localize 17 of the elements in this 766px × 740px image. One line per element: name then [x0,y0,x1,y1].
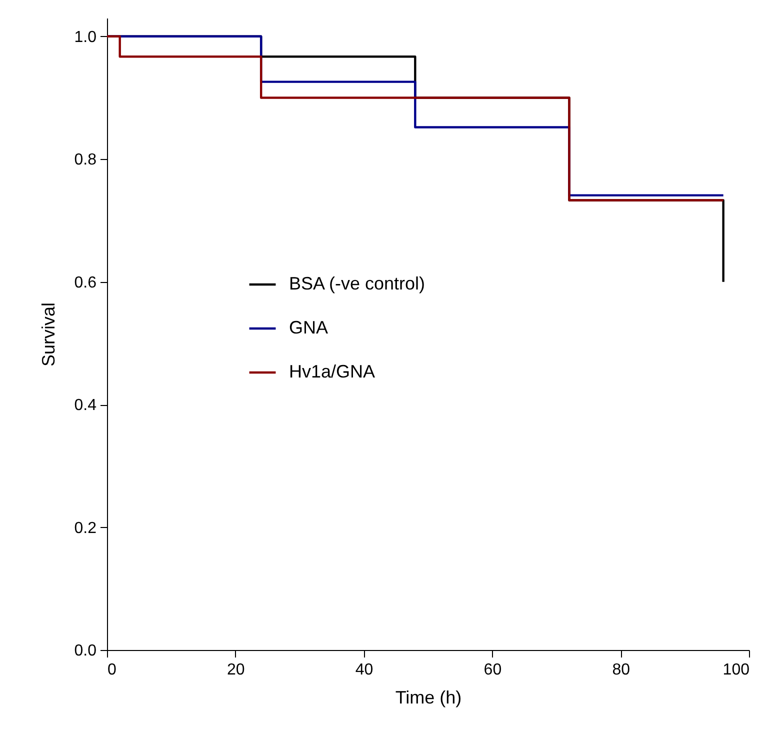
y-tick-label: 0.6 [74,274,97,292]
x-tick-label: 20 [227,662,245,678]
y-tick-label: 0.4 [74,397,97,414]
y-tick-label: 0.2 [74,520,97,537]
y-tick-label: 0.0 [74,642,97,660]
x-tick-label: 60 [484,662,502,678]
legend-label: Hv1a/GNA [289,362,376,382]
x-tick-label: 100 [722,662,750,678]
x-tick-label: 80 [612,662,630,678]
x-axis-title: Time (h) [395,688,462,708]
y-tick-label: 1.0 [74,28,97,46]
y-tick-label: 0.8 [74,152,97,169]
x-tick-label: 0 [108,662,116,678]
x-tick-label: 40 [355,662,374,678]
y-axis-title: Survival [38,302,58,367]
legend-label: GNA [289,318,328,338]
legend-label: BSA (-ve control) [289,274,426,294]
